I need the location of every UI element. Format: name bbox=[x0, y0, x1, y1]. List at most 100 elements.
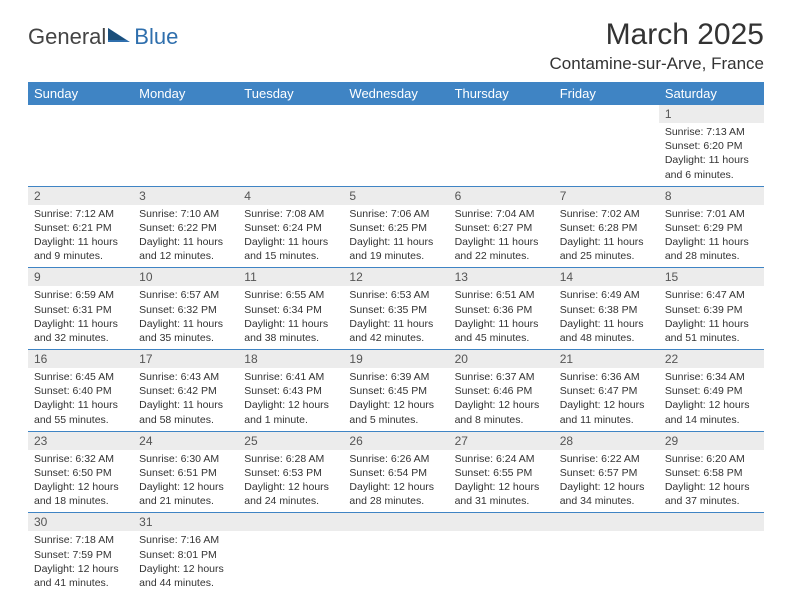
day-detail: Sunrise: 6:41 AMSunset: 6:43 PMDaylight:… bbox=[238, 368, 343, 431]
day-number: 16 bbox=[28, 350, 133, 368]
daylight-text: Daylight: 11 hours and 15 minutes. bbox=[244, 235, 337, 263]
day-detail: Sunrise: 6:24 AMSunset: 6:55 PMDaylight:… bbox=[449, 450, 554, 513]
calendar-cell bbox=[449, 513, 554, 594]
calendar-cell: 19Sunrise: 6:39 AMSunset: 6:45 PMDayligh… bbox=[343, 350, 448, 432]
day-number: 26 bbox=[343, 432, 448, 450]
month-title: March 2025 bbox=[550, 18, 764, 52]
daylight-text: Daylight: 12 hours and 11 minutes. bbox=[560, 398, 653, 426]
daylight-text: Daylight: 12 hours and 21 minutes. bbox=[139, 480, 232, 508]
day-number: 4 bbox=[238, 187, 343, 205]
day-number: 24 bbox=[133, 432, 238, 450]
day-detail: Sunrise: 6:30 AMSunset: 6:51 PMDaylight:… bbox=[133, 450, 238, 513]
day-detail: Sunrise: 6:28 AMSunset: 6:53 PMDaylight:… bbox=[238, 450, 343, 513]
calendar-cell: 1Sunrise: 7:13 AMSunset: 6:20 PMDaylight… bbox=[659, 105, 764, 186]
sunset-text: Sunset: 6:25 PM bbox=[349, 221, 442, 235]
sunrise-text: Sunrise: 6:41 AM bbox=[244, 370, 337, 384]
empty-day bbox=[238, 513, 343, 531]
sunrise-text: Sunrise: 6:24 AM bbox=[455, 452, 548, 466]
day-number: 7 bbox=[554, 187, 659, 205]
empty-day bbox=[133, 105, 238, 123]
calendar-cell: 16Sunrise: 6:45 AMSunset: 6:40 PMDayligh… bbox=[28, 350, 133, 432]
daylight-text: Daylight: 12 hours and 8 minutes. bbox=[455, 398, 548, 426]
empty-detail bbox=[554, 531, 659, 551]
day-number: 17 bbox=[133, 350, 238, 368]
day-number: 2 bbox=[28, 187, 133, 205]
title-block: March 2025 Contamine-sur-Arve, France bbox=[550, 18, 764, 74]
sunrise-text: Sunrise: 6:55 AM bbox=[244, 288, 337, 302]
weekday-header: Tuesday bbox=[238, 82, 343, 105]
day-number: 30 bbox=[28, 513, 133, 531]
calendar-cell bbox=[238, 105, 343, 186]
empty-detail bbox=[28, 123, 133, 143]
empty-detail bbox=[449, 531, 554, 551]
sunset-text: Sunset: 6:22 PM bbox=[139, 221, 232, 235]
sunset-text: Sunset: 6:47 PM bbox=[560, 384, 653, 398]
calendar-table: SundayMondayTuesdayWednesdayThursdayFrid… bbox=[28, 82, 764, 594]
day-detail: Sunrise: 7:02 AMSunset: 6:28 PMDaylight:… bbox=[554, 205, 659, 268]
calendar-cell: 28Sunrise: 6:22 AMSunset: 6:57 PMDayligh… bbox=[554, 431, 659, 513]
weekday-header: Saturday bbox=[659, 82, 764, 105]
sunset-text: Sunset: 6:29 PM bbox=[665, 221, 758, 235]
sunrise-text: Sunrise: 6:53 AM bbox=[349, 288, 442, 302]
daylight-text: Daylight: 11 hours and 58 minutes. bbox=[139, 398, 232, 426]
sunset-text: Sunset: 6:39 PM bbox=[665, 303, 758, 317]
weekday-header: Friday bbox=[554, 82, 659, 105]
day-number: 9 bbox=[28, 268, 133, 286]
weekday-header: Wednesday bbox=[343, 82, 448, 105]
calendar-cell: 24Sunrise: 6:30 AMSunset: 6:51 PMDayligh… bbox=[133, 431, 238, 513]
day-number: 14 bbox=[554, 268, 659, 286]
sunrise-text: Sunrise: 6:37 AM bbox=[455, 370, 548, 384]
sunset-text: Sunset: 6:53 PM bbox=[244, 466, 337, 480]
sunset-text: Sunset: 7:59 PM bbox=[34, 548, 127, 562]
sunset-text: Sunset: 6:38 PM bbox=[560, 303, 653, 317]
calendar-cell bbox=[133, 105, 238, 186]
empty-day bbox=[238, 105, 343, 123]
day-number: 5 bbox=[343, 187, 448, 205]
calendar-cell: 17Sunrise: 6:43 AMSunset: 6:42 PMDayligh… bbox=[133, 350, 238, 432]
day-number: 27 bbox=[449, 432, 554, 450]
daylight-text: Daylight: 12 hours and 44 minutes. bbox=[139, 562, 232, 590]
sunrise-text: Sunrise: 6:43 AM bbox=[139, 370, 232, 384]
calendar-cell: 21Sunrise: 6:36 AMSunset: 6:47 PMDayligh… bbox=[554, 350, 659, 432]
day-detail: Sunrise: 6:22 AMSunset: 6:57 PMDaylight:… bbox=[554, 450, 659, 513]
sunrise-text: Sunrise: 6:51 AM bbox=[455, 288, 548, 302]
calendar-cell: 23Sunrise: 6:32 AMSunset: 6:50 PMDayligh… bbox=[28, 431, 133, 513]
location-label: Contamine-sur-Arve, France bbox=[550, 54, 764, 74]
sunrise-text: Sunrise: 7:18 AM bbox=[34, 533, 127, 547]
calendar-cell: 10Sunrise: 6:57 AMSunset: 6:32 PMDayligh… bbox=[133, 268, 238, 350]
calendar-cell: 25Sunrise: 6:28 AMSunset: 6:53 PMDayligh… bbox=[238, 431, 343, 513]
empty-day bbox=[554, 105, 659, 123]
sunset-text: Sunset: 6:40 PM bbox=[34, 384, 127, 398]
daylight-text: Daylight: 11 hours and 25 minutes. bbox=[560, 235, 653, 263]
calendar-week-row: 30 Sunrise: 7:18 AMSunset: 7:59 PM Dayligh… bbox=[28, 513, 764, 594]
daylight-text: Daylight: 11 hours and 45 minutes. bbox=[455, 317, 548, 345]
sunrise-text: Sunrise: 7:04 AM bbox=[455, 207, 548, 221]
daylight-text: Daylight: 11 hours and 42 minutes. bbox=[349, 317, 442, 345]
sunset-text: Sunset: 6:32 PM bbox=[139, 303, 232, 317]
calendar-cell: 27Sunrise: 6:24 AMSunset: 6:55 PMDayligh… bbox=[449, 431, 554, 513]
calendar-cell: 4Sunrise: 7:08 AMSunset: 6:24 PMDaylight… bbox=[238, 186, 343, 268]
calendar-week-row: 16Sunrise: 6:45 AMSunset: 6:40 PMDayligh… bbox=[28, 350, 764, 432]
sunset-text: Sunset: 6:34 PM bbox=[244, 303, 337, 317]
day-detail: Sunrise: 6:34 AMSunset: 6:49 PMDaylight:… bbox=[659, 368, 764, 431]
weekday-header: Monday bbox=[133, 82, 238, 105]
empty-detail bbox=[343, 123, 448, 143]
sunrise-text: Sunrise: 7:02 AM bbox=[560, 207, 653, 221]
daylight-text: Daylight: 12 hours and 34 minutes. bbox=[560, 480, 653, 508]
empty-detail bbox=[238, 531, 343, 551]
sunrise-text: Sunrise: 7:12 AM bbox=[34, 207, 127, 221]
empty-day bbox=[28, 105, 133, 123]
daylight-text: Daylight: 12 hours and 14 minutes. bbox=[665, 398, 758, 426]
daylight-text: Daylight: 11 hours and 19 minutes. bbox=[349, 235, 442, 263]
empty-day bbox=[449, 105, 554, 123]
sunrise-text: Sunrise: 6:22 AM bbox=[560, 452, 653, 466]
weekday-header: Thursday bbox=[449, 82, 554, 105]
daylight-text: Daylight: 11 hours and 28 minutes. bbox=[665, 235, 758, 263]
day-number: 25 bbox=[238, 432, 343, 450]
day-number: 1 bbox=[659, 105, 764, 123]
calendar-cell: 2Sunrise: 7:12 AMSunset: 6:21 PMDaylight… bbox=[28, 186, 133, 268]
calendar-cell bbox=[343, 513, 448, 594]
day-detail: Sunrise: 6:20 AMSunset: 6:58 PMDaylight:… bbox=[659, 450, 764, 513]
day-detail: Sunrise: 7:04 AMSunset: 6:27 PMDaylight:… bbox=[449, 205, 554, 268]
day-detail: Sunrise: 6:39 AMSunset: 6:45 PMDaylight:… bbox=[343, 368, 448, 431]
